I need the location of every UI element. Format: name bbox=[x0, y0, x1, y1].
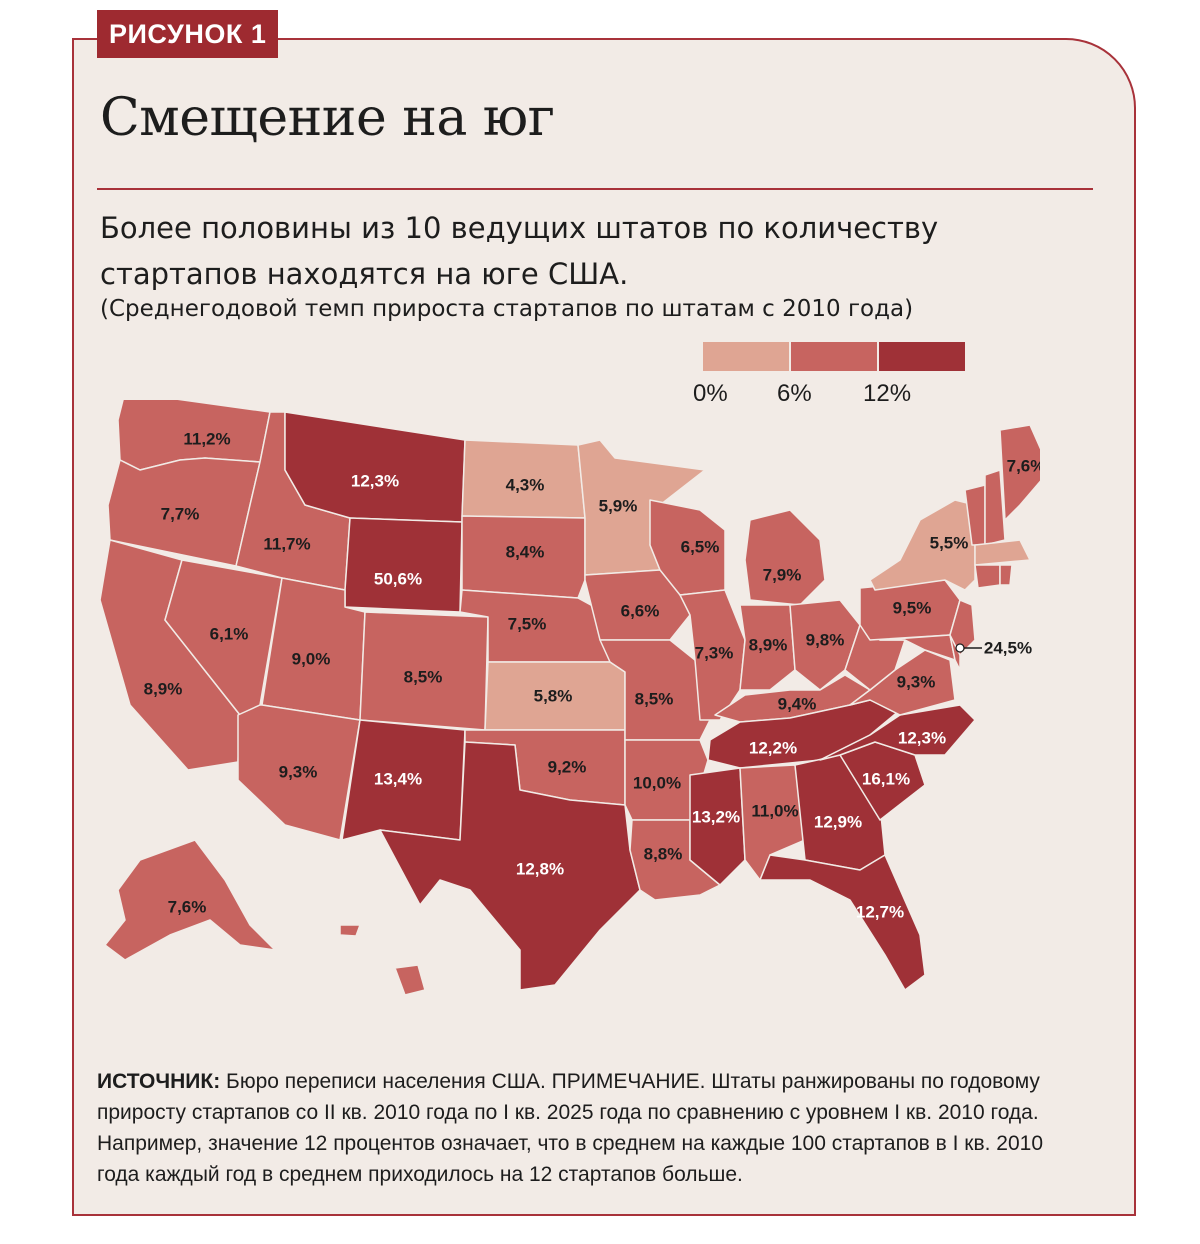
state-label-or: 7,7% bbox=[161, 504, 200, 523]
figure-subtitle: Более половины из 10 ведущих штатов по к… bbox=[100, 211, 939, 291]
state-label-in: 8,9% bbox=[749, 635, 788, 654]
state-il bbox=[679, 589, 746, 721]
source-label: ИСТОЧНИК: bbox=[97, 1070, 221, 1093]
figure-subnote: (Среднегодовой темп прироста стартапов п… bbox=[100, 296, 914, 322]
state-label-ne: 7,5% bbox=[508, 614, 547, 633]
state-sd bbox=[461, 515, 586, 599]
state-ak bbox=[104, 839, 276, 961]
legend-label-high: 12% bbox=[863, 380, 912, 407]
state-label-nm: 13,4% bbox=[374, 769, 422, 788]
state-label-wi: 6,5% bbox=[681, 537, 720, 556]
state-me bbox=[999, 424, 1040, 521]
state-label-mo: 8,5% bbox=[635, 689, 674, 708]
state-hi bbox=[394, 964, 426, 996]
legend-swatch-low bbox=[703, 342, 789, 371]
legend-label-mid: 6% bbox=[777, 380, 812, 407]
state-label-fl: 12,7% bbox=[856, 902, 904, 921]
legend-swatch-high bbox=[879, 342, 965, 371]
figure-title: Смещение на юг bbox=[100, 88, 555, 148]
state-label-ms: 13,2% bbox=[692, 807, 740, 826]
state-label-mn: 5,9% bbox=[599, 496, 638, 515]
state-label-tn: 12,2% bbox=[749, 738, 797, 757]
state-label-tx: 12,8% bbox=[516, 859, 564, 878]
state-label-ia: 6,6% bbox=[621, 601, 660, 620]
state-ri bbox=[999, 564, 1013, 586]
state-mi bbox=[744, 509, 826, 606]
state-label-sd: 8,4% bbox=[506, 542, 545, 561]
state-label-nd: 4,3% bbox=[506, 475, 545, 494]
state-label-sc: 16,1% bbox=[862, 769, 910, 788]
state-label-mt: 12,3% bbox=[351, 471, 399, 490]
state-label-wy: 50,6% bbox=[374, 569, 422, 588]
state-ct bbox=[974, 564, 1001, 589]
state-label-nc: 12,3% bbox=[898, 728, 946, 747]
state-hi-2 bbox=[339, 924, 361, 937]
state-wy bbox=[344, 517, 463, 613]
state-label-oh: 9,8% bbox=[806, 630, 845, 649]
state-label-va: 9,3% bbox=[897, 672, 936, 691]
state-label-ny: 5,5% bbox=[930, 533, 969, 552]
state-label-nv: 6,1% bbox=[210, 624, 249, 643]
state-label-de: 24,5% bbox=[984, 638, 1032, 657]
state-md bbox=[879, 634, 956, 661]
state-label-co: 8,5% bbox=[404, 667, 443, 686]
state-label-al: 11,0% bbox=[751, 801, 798, 820]
state-label-mi: 7,9% bbox=[763, 565, 802, 584]
figure-tag: РИСУНОК 1 bbox=[97, 10, 279, 58]
state-label-pa: 9,5% bbox=[893, 598, 932, 617]
state-label-ky: 9,4% bbox=[778, 694, 817, 713]
state-label-az: 9,3% bbox=[279, 762, 318, 781]
state-label-ar: 10,0% bbox=[633, 773, 681, 792]
state-nh bbox=[984, 469, 1006, 546]
state-mt bbox=[284, 411, 466, 523]
source-note: ИСТОЧНИК: Бюро переписи населения США. П… bbox=[97, 1066, 1077, 1190]
state-label-ga: 12,9% bbox=[814, 812, 862, 831]
state-label-ks: 5,8% bbox=[534, 686, 573, 705]
de-callout-dot bbox=[955, 643, 965, 653]
legend-label-low: 0% bbox=[693, 380, 728, 407]
state-ms bbox=[689, 767, 746, 886]
state-nc bbox=[819, 704, 976, 761]
state-label-ak: 7,6% bbox=[168, 897, 207, 916]
state-tx bbox=[379, 741, 641, 991]
source-text: Бюро переписи населения США. ПРИМЕЧАНИЕ.… bbox=[97, 1070, 1044, 1186]
state-label-me: 7,6% bbox=[1007, 456, 1040, 475]
state-label-wa: 11,2% bbox=[183, 429, 230, 448]
state-label-il: 7,3% bbox=[695, 643, 734, 662]
legend-swatch-mid bbox=[791, 342, 877, 371]
state-fl bbox=[759, 854, 926, 991]
us-states-map: 11,2% 7,7% 8,9% 6,1% 11,7% 12,3% 50,6% 9,0% 9,3%… bbox=[99, 400, 1040, 996]
state-label-la: 8,8% bbox=[644, 844, 683, 863]
state-labels: 11,2% 7,7% 8,9% 6,1% 11,7% 12,3% 50,6% 9,0% 9,3%… bbox=[144, 429, 1040, 921]
state-label-ok: 9,2% bbox=[548, 757, 587, 776]
title-divider bbox=[97, 188, 1093, 190]
state-label-ut: 9,0% bbox=[292, 649, 331, 668]
state-label-id: 11,7% bbox=[263, 534, 310, 553]
state-ma bbox=[974, 539, 1031, 566]
state-label-ca: 8,9% bbox=[144, 679, 183, 698]
